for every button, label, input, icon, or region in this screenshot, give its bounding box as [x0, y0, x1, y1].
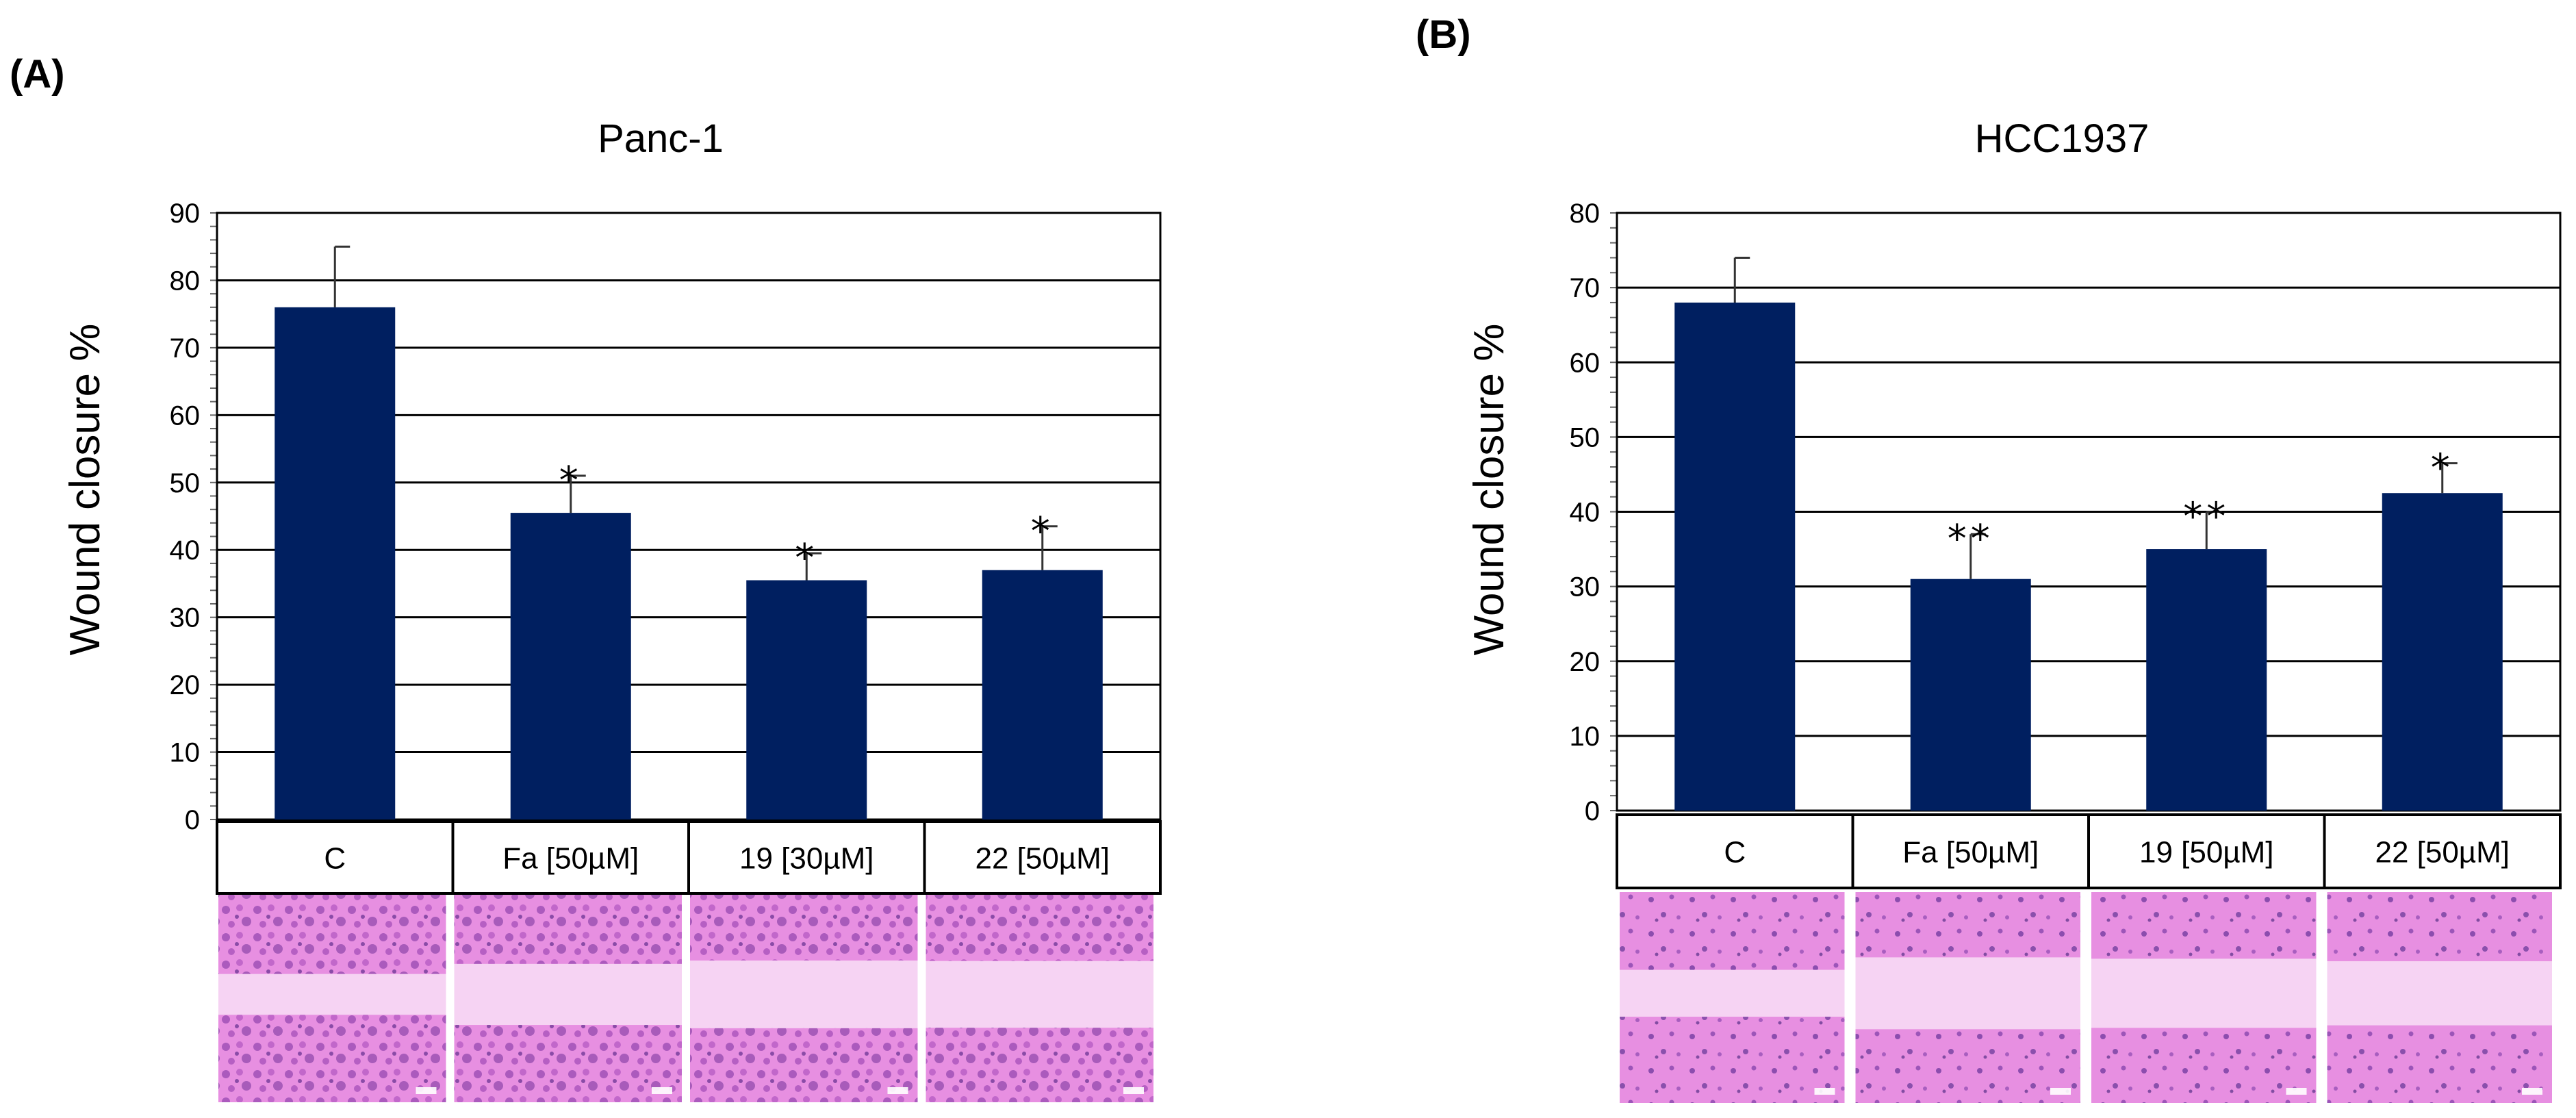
- chart-hcc1937: HCC1937 Wound closure % 0 10 20 30 40 50 60 70 8…: [1466, 116, 2562, 1103]
- y-tick-label: 80: [1570, 199, 1601, 229]
- panel-label-b: (B): [1416, 12, 1471, 57]
- y-axis-label: Wound closure %: [1466, 324, 1513, 656]
- cell-texture-top: [2327, 892, 2552, 962]
- category-cell: [2323, 813, 2562, 889]
- bar: [746, 580, 867, 820]
- cell-texture-top: [926, 895, 1153, 961]
- y-tick-label: 20: [1570, 647, 1601, 677]
- cell-texture-bottom: [2091, 1028, 2317, 1103]
- category-cell: [451, 820, 690, 895]
- cell-texture-top: [2091, 892, 2317, 959]
- category-label: Fa [50µM]: [502, 842, 639, 876]
- bar: [510, 513, 631, 820]
- chart-title: HCC1937: [1975, 116, 2150, 161]
- cell-texture-bottom: [2327, 1025, 2552, 1103]
- cell-texture-bottom: [1855, 1029, 2080, 1103]
- category-label: C: [1724, 836, 1746, 869]
- significance-marker: *: [559, 459, 583, 503]
- scale-bar: [2522, 1088, 2542, 1095]
- y-tick-label: 70: [1570, 273, 1601, 303]
- cell-texture-top: [1855, 892, 2080, 958]
- y-tick-label: 0: [1585, 796, 1600, 826]
- cell-texture-bottom: [454, 1025, 682, 1102]
- cell-texture-top: [690, 895, 918, 961]
- chart-title: Panc-1: [598, 116, 724, 161]
- wound-image: [454, 895, 682, 1102]
- cell-texture-bottom: [1620, 1017, 1845, 1103]
- category-cell: [1616, 813, 1854, 889]
- category-label: 19 [50µM]: [2139, 836, 2274, 869]
- y-tick-label: 0: [185, 805, 200, 835]
- y-tick-label: 40: [170, 535, 201, 566]
- category-label: 22 [50µM]: [2375, 836, 2510, 869]
- plot-frame: [216, 212, 1162, 821]
- panel-label-a: (A): [10, 52, 65, 97]
- scale-bar: [1814, 1088, 1835, 1095]
- scale-bar: [2286, 1088, 2307, 1095]
- category-cell: [923, 820, 1162, 895]
- y-tick-label: 10: [1570, 722, 1601, 752]
- wound-image: [1855, 892, 2080, 1103]
- y-axis-label: Wound closure %: [62, 324, 109, 656]
- y-tick-label: 20: [170, 670, 201, 700]
- category-label: C: [324, 842, 346, 876]
- y-tick-label: 90: [170, 199, 201, 229]
- wound-image: [690, 895, 918, 1102]
- cell-texture-bottom: [218, 1015, 446, 1102]
- scale-bar: [416, 1087, 437, 1094]
- y-tick-label: 50: [170, 468, 201, 498]
- category-cell: [2087, 813, 2326, 889]
- bar: [982, 570, 1103, 820]
- y-tick-label: 30: [1570, 572, 1601, 602]
- y-tick-label: 10: [170, 738, 201, 768]
- cell-texture-bottom: [926, 1028, 1153, 1102]
- y-tick-label: 40: [1570, 498, 1601, 528]
- category-label: 22 [50µM]: [975, 842, 1110, 876]
- y-tick-label: 60: [1570, 348, 1601, 378]
- significance-marker: *: [2431, 446, 2454, 491]
- wound-image: [1620, 892, 1845, 1103]
- wound-image: [926, 895, 1153, 1102]
- cell-texture-bottom: [690, 1028, 918, 1102]
- cell-texture-top: [454, 895, 682, 964]
- wound-image: [2091, 892, 2317, 1103]
- bar: [1910, 579, 2031, 811]
- plot-frame: [1616, 212, 2562, 812]
- cell-texture-top: [218, 895, 446, 974]
- y-tick-label: 50: [1570, 422, 1601, 453]
- y-tick-label: 60: [170, 401, 201, 431]
- wound-image: [218, 895, 446, 1102]
- scale-bar: [887, 1087, 908, 1094]
- y-tick-label: 30: [170, 603, 201, 633]
- plot-area: 0 10 20 30 40 50 60 70 80 90 * * * C Fa [50µM] 19 [30µM…: [170, 199, 1162, 1102]
- significance-marker: *: [1031, 509, 1054, 554]
- scale-bar: [652, 1087, 672, 1094]
- significance-marker: **: [2183, 495, 2230, 539]
- significance-marker: *: [795, 536, 818, 581]
- y-tick-label: 80: [170, 266, 201, 296]
- bar: [275, 307, 396, 820]
- chart-panc-1: Panc-1 Wound closure % 0 10 20 30 40 50 60 70 80…: [62, 116, 1162, 1102]
- cell-texture-top: [1620, 892, 1845, 970]
- category-cell: [687, 820, 926, 895]
- scale-bar: [1123, 1087, 1144, 1094]
- bar: [1674, 302, 1796, 811]
- y-tick-label: 70: [170, 333, 201, 364]
- bar: [2382, 493, 2503, 811]
- scale-bar: [2050, 1088, 2071, 1095]
- bar: [2146, 549, 2267, 811]
- category-label: 19 [30µM]: [739, 842, 874, 876]
- wound-image: [2327, 892, 2552, 1103]
- significance-marker: **: [1948, 517, 1994, 561]
- category-label: Fa [50µM]: [1902, 836, 2039, 869]
